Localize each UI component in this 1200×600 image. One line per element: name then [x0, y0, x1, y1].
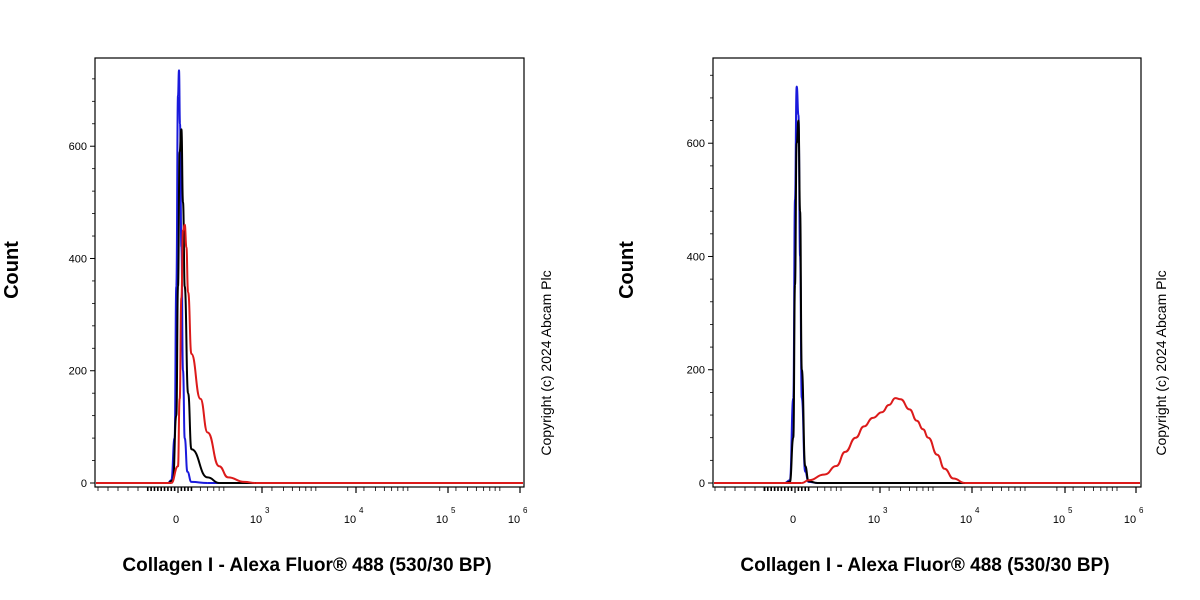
- x-tick-exponent: 5: [451, 506, 456, 515]
- copyright-notice-2: Copyright (c) 2024 Abcam Plc: [1153, 270, 1169, 456]
- histogram-panel-1: 0 200 400 600 0 10 3 10 4 10 5 10 6 Count Collagen I…: [1, 57, 554, 576]
- y-tick-label: 400: [687, 251, 705, 263]
- copyright-notice-1: Copyright (c) 2024 Abcam Plc: [538, 270, 554, 456]
- x-tick-exponent: 5: [1068, 506, 1073, 515]
- x-tick-exponent: 4: [975, 506, 980, 515]
- x-tick-exponent: 3: [883, 506, 888, 515]
- x-tick-label: 0: [173, 514, 179, 526]
- x-tick-label: 10: [960, 514, 972, 526]
- y-axis-label-2: Count: [616, 241, 638, 299]
- x-tick-label: 0: [790, 514, 796, 526]
- y-tick-label: 0: [81, 478, 87, 490]
- series-line-3: [801, 397, 965, 484]
- plot-frame: [94, 57, 525, 488]
- x-tick-label: 10: [1053, 514, 1065, 526]
- x-tick-label: 10: [868, 514, 880, 526]
- histogram-panel-2: 0 200 400 600 0 10 3 10 4 10 5 10 6 Count Collagen I…: [600, 0, 1200, 600]
- x-axis-label-1: Collagen I - Alexa Fluor® 488 (530/30 BP…: [122, 555, 492, 576]
- x-tick-exponent: 6: [523, 506, 528, 515]
- series-line-2: [784, 119, 818, 484]
- y-tick-label: 200: [687, 365, 705, 377]
- x-tick-label: 10: [1124, 514, 1136, 526]
- x-tick-label: 10: [508, 514, 520, 526]
- y-axis-label-1: Count: [1, 241, 23, 299]
- x-tick-label: 10: [250, 514, 262, 526]
- series-line-2: [167, 128, 220, 484]
- x-tick-label: 10: [436, 514, 448, 526]
- plot-frame: [712, 57, 1142, 488]
- y-tick-label: 600: [687, 138, 705, 150]
- y-tick-label: 0: [699, 478, 705, 490]
- y-tick-label: 400: [69, 253, 87, 265]
- x-axis-label-2: Collagen I - Alexa Fluor® 488 (530/30 BP…: [740, 555, 1110, 576]
- series-line-1: [784, 85, 818, 484]
- x-tick-exponent: 4: [359, 506, 364, 515]
- y-tick-label: 200: [69, 366, 87, 378]
- x-tick-label: 10: [344, 514, 356, 526]
- y-tick-label: 600: [69, 141, 87, 153]
- x-tick-exponent: 3: [265, 506, 270, 515]
- series-line-3: [170, 223, 256, 484]
- x-tick-exponent: 6: [1139, 506, 1144, 515]
